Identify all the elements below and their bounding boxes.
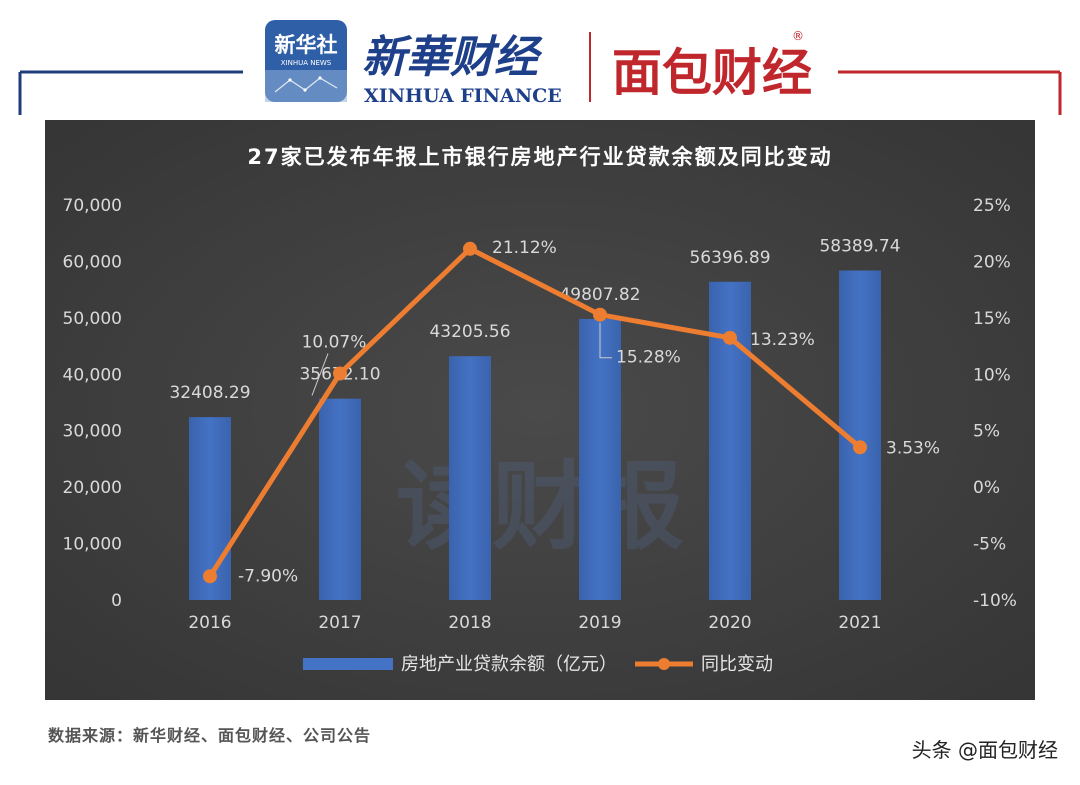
line-data-label: 13.23% <box>750 330 815 350</box>
xinhua-news-logo: 新华社 XINHUA NEWS <box>265 20 347 102</box>
chart-svg: 读财报 27家已发布年报上市银行房地产行业贷款余额及同比变动 0 10,000 20… <box>63 145 1017 675</box>
leader-line <box>599 322 612 359</box>
x-tick-label: 2020 <box>708 613 751 633</box>
mianbao-logo: 面包财经 <box>612 44 812 102</box>
registered-mark: ® <box>792 29 804 43</box>
credit: 头条 @面包财经 <box>911 738 1058 762</box>
legend-line-marker <box>658 658 670 670</box>
svg-text:新华社: 新华社 <box>275 33 338 57</box>
y-left-tick-label: 0 <box>111 591 122 611</box>
x-tick-label: 2019 <box>578 613 621 633</box>
line-point <box>333 366 347 381</box>
xinhua-finance-en: XINHUA FINANCE <box>364 85 562 107</box>
bar <box>709 281 751 600</box>
header: 新华社 XINHUA NEWS 新華财经 XINHUA FINANCE 面包财经… <box>0 0 1080 765</box>
y-right-tick-label: -5% <box>973 535 1006 555</box>
line-point <box>723 330 737 345</box>
legend-line-label: 同比变动 <box>701 654 773 675</box>
y-left-tick-label: 10,000 <box>63 535 122 555</box>
line-data-label: 10.07% <box>302 332 367 352</box>
x-tick-label: 2021 <box>838 613 881 633</box>
bar <box>449 356 491 600</box>
x-tick-label: 2016 <box>188 613 231 633</box>
line-series <box>207 246 862 578</box>
line-point <box>203 569 217 584</box>
bar <box>579 318 621 600</box>
line-data-label: -7.90% <box>238 566 298 586</box>
y-left-tick-label: 70,000 <box>63 196 122 216</box>
y-right-tick-label: 25% <box>973 196 1011 216</box>
x-tick-label: 2017 <box>318 613 361 633</box>
legend-bar-swatch <box>303 658 393 670</box>
svg-text:XINHUA NEWS: XINHUA NEWS <box>281 59 332 67</box>
y-right-tick-label: 15% <box>973 309 1011 329</box>
legend-bar-label: 房地产业贷款余额（亿元） <box>401 654 617 675</box>
chart-title: 27家已发布年报上市银行房地产行业贷款余额及同比变动 <box>247 145 832 169</box>
line-data-label: 15.28% <box>616 348 681 368</box>
x-tick-label: 2018 <box>448 613 491 633</box>
y-right-tick-label: 10% <box>973 365 1011 385</box>
watermark: 读财报 <box>396 451 684 563</box>
y-right-tick-label: 0% <box>973 478 1000 498</box>
bar-data-label: 32408.29 <box>169 383 250 403</box>
bar-data-label: 49807.82 <box>559 285 640 305</box>
bar-data-label: 43205.56 <box>429 322 510 342</box>
y-right-tick-label: 20% <box>973 252 1011 272</box>
y-left-tick-label: 60,000 <box>63 252 122 272</box>
legend: 房地产业贷款余额（亿元） 同比变动 <box>303 654 773 675</box>
leader-line <box>311 353 329 396</box>
chart-panel: 读财报 27家已发布年报上市银行房地产行业贷款余额及同比变动 0 10,000 20… <box>45 120 1035 700</box>
source-note: 数据来源：新华财经、面包财经、公司公告 <box>48 726 372 745</box>
y-right-tick-label: -10% <box>973 591 1017 611</box>
bar-data-label: 58389.74 <box>819 237 900 257</box>
y-left-tick-label: 30,000 <box>63 422 122 442</box>
header-logos: 新华社 XINHUA NEWS 新華财经 XINHUA FINANCE 面包财经… <box>18 20 1062 765</box>
bar-data-label: 56396.89 <box>689 248 770 268</box>
y-left-tick-label: 20,000 <box>63 478 122 498</box>
line-data-label: 21.12% <box>492 238 557 258</box>
xinhua-finance-cn: 新華财经 <box>362 32 543 83</box>
line-data-label: 3.53% <box>886 438 940 458</box>
y-right-tick-label: 5% <box>973 422 1000 442</box>
y-left-tick-label: 40,000 <box>63 365 122 385</box>
line-point <box>593 307 607 322</box>
bar <box>319 398 361 600</box>
line-point <box>853 440 867 455</box>
line-point <box>463 241 477 256</box>
y-left-tick-label: 50,000 <box>63 309 122 329</box>
